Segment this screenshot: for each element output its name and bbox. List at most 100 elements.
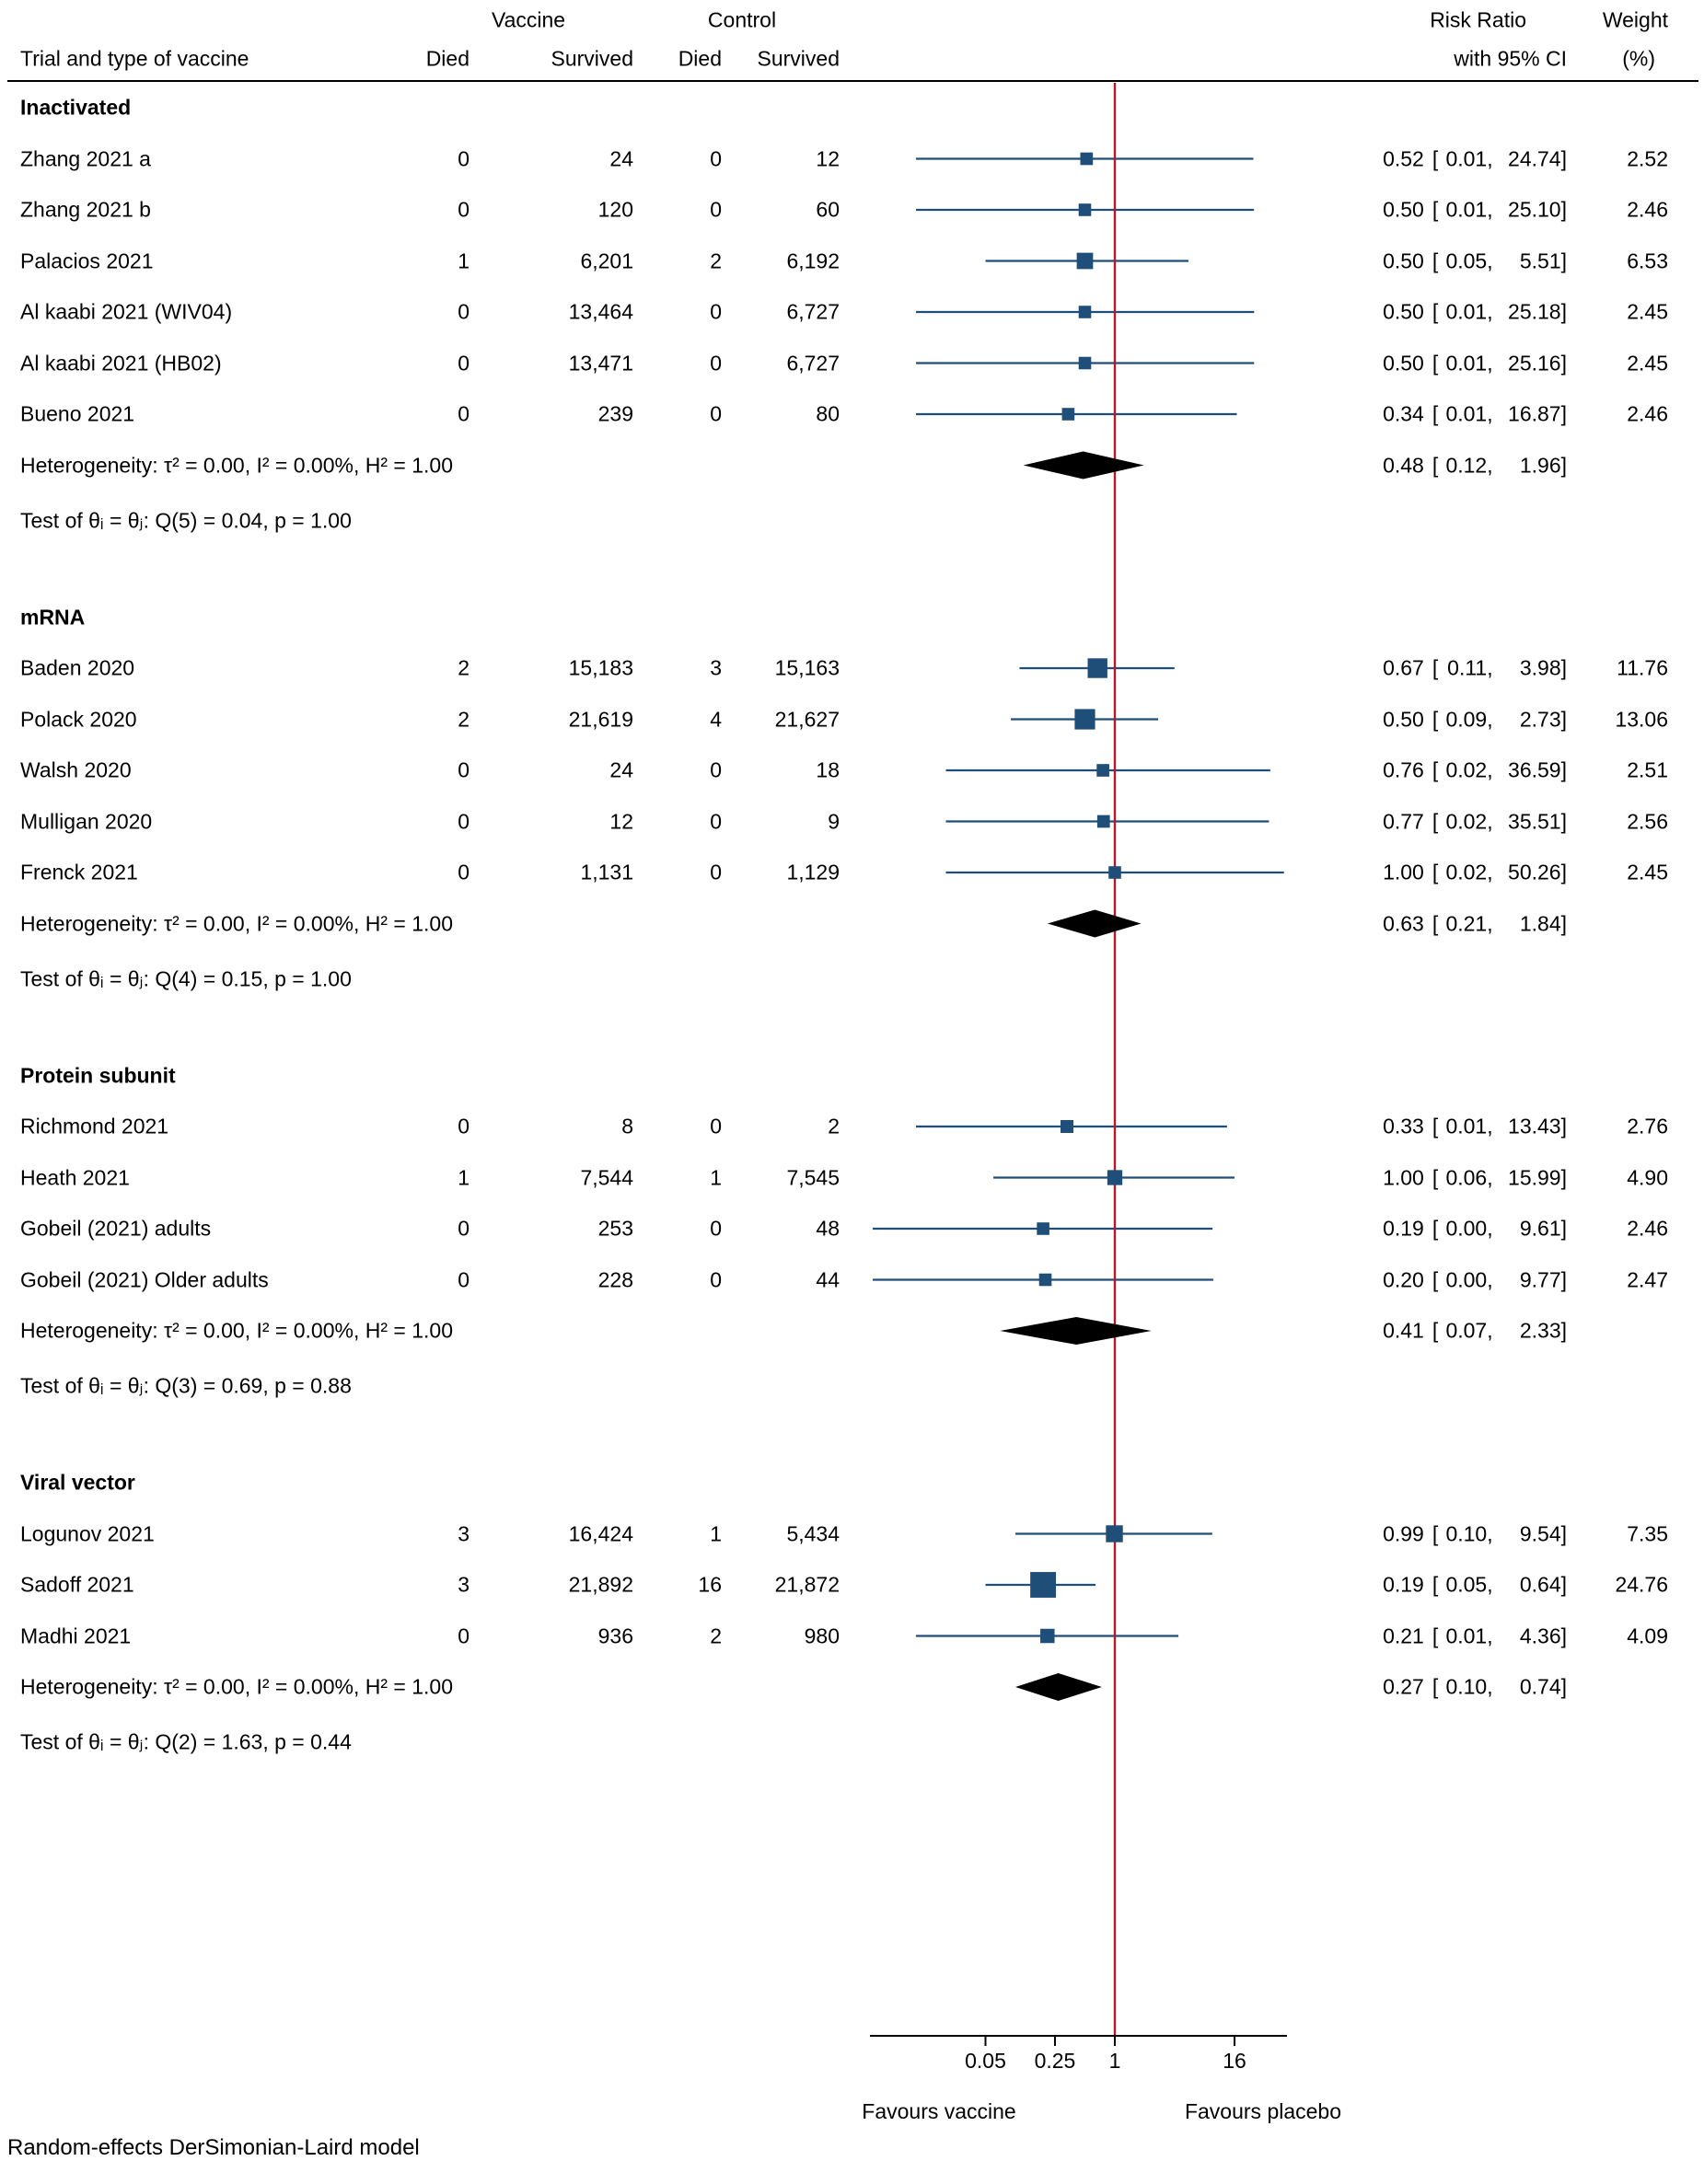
rr-separator: , xyxy=(1487,401,1493,426)
vaccine-died-value: 2 xyxy=(458,707,469,731)
vaccine-died-value: 0 xyxy=(458,146,469,170)
control-survived-value: 48 xyxy=(816,1216,840,1241)
vaccine-died-value: 0 xyxy=(458,1267,469,1291)
study-row: Sadoff 2021 3 21,892 16 21,872 0.19 [0.05, 0.64… xyxy=(0,1559,1704,1611)
rr-separator: , xyxy=(1487,757,1493,782)
rr-open-bracket: [ xyxy=(1432,1267,1439,1291)
rr-estimate: 0.50 xyxy=(1383,351,1424,375)
rr-estimate: 0.19 xyxy=(1383,1216,1424,1241)
control-died-value: 0 xyxy=(710,809,722,833)
rr-ci-high: 5.51 xyxy=(1519,248,1561,272)
axis-tick-label: 16 xyxy=(1223,2049,1246,2073)
vaccine-survived-value: 253 xyxy=(597,1216,633,1241)
rr-ci-low: 0.09 xyxy=(1445,707,1488,731)
rr-estimate: 0.50 xyxy=(1383,248,1424,272)
rr-ci-value: 0.99 [0.10, 9.54] xyxy=(1296,1521,1567,1546)
vaccine-survived-value: 24 xyxy=(609,757,633,782)
control-survived-header: Survived xyxy=(757,46,840,71)
rr-close-bracket: ] xyxy=(1560,1216,1567,1241)
control-survived-value: 60 xyxy=(816,197,840,222)
rr-open-bracket: [ xyxy=(1432,146,1439,170)
rr-estimate: 0.34 xyxy=(1383,401,1424,426)
control-survived-value: 80 xyxy=(816,401,840,426)
control-survived-value: 21,872 xyxy=(774,1572,840,1597)
control-group-header: Control xyxy=(707,7,777,32)
study-label: Madhi 2021 xyxy=(20,1624,132,1647)
vaccine-died-value: 0 xyxy=(458,197,469,222)
rr-separator: , xyxy=(1487,1674,1493,1699)
rr-ci-value: 1.00 [0.02, 50.26] xyxy=(1296,861,1567,885)
rr-open-bracket: [ xyxy=(1432,1674,1439,1699)
rr-separator: , xyxy=(1487,351,1493,375)
rr-ci-value: 0.20 [0.00, 9.77] xyxy=(1296,1267,1567,1292)
study-row: Polack 2020 2 21,619 4 21,627 0.50 [0.09, 2.73]… xyxy=(0,694,1704,745)
study-label: Zhang 2021 a xyxy=(20,146,151,170)
study-label: Richmond 2021 xyxy=(20,1114,169,1138)
column-header-row: Trial and type of vaccine Died Survived … xyxy=(0,33,1704,85)
control-died-header: Died xyxy=(678,46,722,71)
homogeneity-test-label: Test of θᵢ = θⱼ: Q(5) = 0.04, p = 1.00 xyxy=(20,508,352,532)
rr-open-bracket: [ xyxy=(1432,1521,1439,1545)
rr-open-bracket: [ xyxy=(1432,351,1439,375)
weight-value: 2.76 xyxy=(1627,1114,1668,1138)
rr-estimate: 0.76 xyxy=(1383,757,1424,782)
weight-value: 2.51 xyxy=(1627,757,1668,782)
vaccine-group-header: Vaccine xyxy=(491,7,566,32)
rr-separator: , xyxy=(1487,453,1493,477)
favours-vaccine-label: Favours vaccine xyxy=(862,2099,1016,2123)
weight-value: 11.76 xyxy=(1617,655,1668,680)
effect-square xyxy=(1087,658,1107,678)
rr-open-bracket: [ xyxy=(1432,1216,1439,1241)
control-survived-value: 6,727 xyxy=(786,299,840,324)
effect-square xyxy=(1108,866,1121,879)
group-name: Protein subunit xyxy=(20,1063,176,1087)
study-label: Zhang 2021 b xyxy=(20,197,151,222)
rr-close-bracket: ] xyxy=(1560,299,1567,324)
rr-ci-value: 0.63 [0.21, 1.84] xyxy=(1296,911,1567,936)
rr-ci-low: 0.10 xyxy=(1445,1674,1488,1699)
control-died-value: 0 xyxy=(710,757,722,782)
study-row: Richmond 2021 0 8 0 2 0.33 [0.01, 13.43] 2.76 xyxy=(0,1101,1704,1152)
rr-ci-high: 9.61 xyxy=(1519,1216,1561,1241)
rr-open-bracket: [ xyxy=(1432,707,1439,731)
effect-square xyxy=(1107,1170,1123,1185)
study-label: Walsh 2020 xyxy=(20,757,132,782)
rr-ci-low: 0.12 xyxy=(1445,453,1488,477)
rr-ci-high: 0.64 xyxy=(1519,1572,1561,1597)
rr-ci-value: 0.34 [0.01, 16.87] xyxy=(1296,402,1567,427)
rr-close-bracket: ] xyxy=(1560,860,1567,884)
weight-value: 2.46 xyxy=(1627,1216,1668,1241)
weight-value: 4.09 xyxy=(1627,1624,1668,1647)
control-survived-value: 9 xyxy=(828,809,840,833)
homogeneity-test-label: Test of θᵢ = θⱼ: Q(3) = 0.69, p = 0.88 xyxy=(20,1373,352,1398)
study-row: Zhang 2021 a 0 24 0 12 0.52 [0.01, 24.74] 2.52 xyxy=(0,133,1704,185)
study-label: Gobeil (2021) adults xyxy=(20,1216,212,1241)
vaccine-died-value: 3 xyxy=(458,1572,469,1597)
rr-estimate: 0.50 xyxy=(1383,299,1424,324)
study-row: Logunov 2021 3 16,424 1 5,434 0.99 [0.10, 9.54]… xyxy=(0,1508,1704,1560)
vaccine-survived-header: Survived xyxy=(551,46,633,71)
study-row: Al kaabi 2021 (HB02) 0 13,471 0 6,727 0.50 [0.… xyxy=(0,338,1704,389)
rr-separator: , xyxy=(1487,1165,1493,1189)
homogeneity-test-row: Test of θᵢ = θⱼ: Q(3) = 0.69, p = 0.88 xyxy=(0,1360,1704,1412)
rr-separator: , xyxy=(1487,299,1493,324)
heterogeneity-row: Heterogeneity: τ² = 0.00, I² = 0.00%, H²… xyxy=(0,1661,1704,1713)
rr-open-bracket: [ xyxy=(1432,1165,1439,1189)
study-label: Baden 2020 xyxy=(20,655,135,680)
study-label: Frenck 2021 xyxy=(20,860,138,884)
rr-close-bracket: ] xyxy=(1560,1267,1567,1291)
rr-close-bracket: ] xyxy=(1560,655,1567,680)
group-header-row: Inactivated xyxy=(0,82,1704,133)
group-header-row: Protein subunit xyxy=(0,1050,1704,1102)
vaccine-survived-value: 239 xyxy=(597,401,633,426)
rr-close-bracket: ] xyxy=(1560,1114,1567,1138)
rr-ci-high: 50.26 xyxy=(1508,860,1561,884)
rr-separator: , xyxy=(1487,1572,1493,1597)
rr-ci-high: 25.10 xyxy=(1508,197,1561,222)
vaccine-survived-value: 1,131 xyxy=(580,860,633,884)
rr-ci-high: 1.84 xyxy=(1519,911,1561,935)
effect-square xyxy=(1078,203,1092,216)
weight-value: 2.45 xyxy=(1627,351,1668,375)
study-row: Madhi 2021 0 936 2 980 0.21 [0.01, 4.36] 4.09 xyxy=(0,1611,1704,1662)
